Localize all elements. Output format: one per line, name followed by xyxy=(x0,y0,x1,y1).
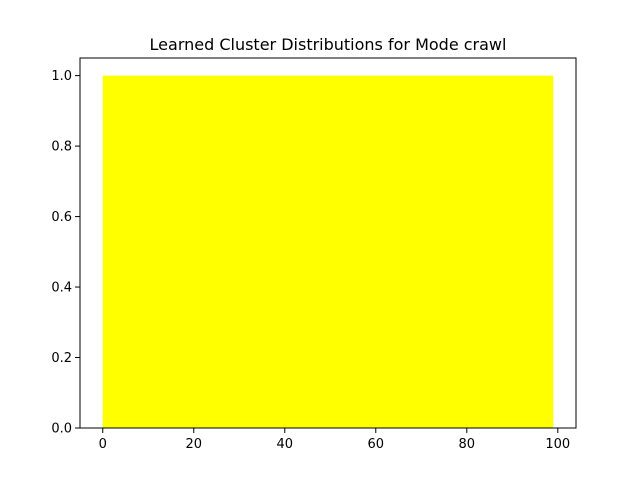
y-tick-label: 0.6 xyxy=(51,210,72,225)
chart-title: Learned Cluster Distributions for Mode c… xyxy=(150,35,507,54)
x-tick-label: 20 xyxy=(185,437,202,452)
axes-frame xyxy=(79,57,577,429)
y-tick-label: 1.0 xyxy=(51,69,72,84)
y-tick-label: 0.8 xyxy=(51,140,72,155)
x-tick-label: 40 xyxy=(276,437,293,452)
y-axis: 0.0 0.2 0.4 0.6 0.8 1.0 xyxy=(51,69,80,437)
x-tick-label: 80 xyxy=(459,437,476,452)
plot-area xyxy=(102,75,554,428)
y-tick-label: 0.0 xyxy=(51,422,72,437)
x-tick-label: 100 xyxy=(545,437,570,452)
y-tick-label: 0.2 xyxy=(51,351,72,366)
y-tick-label: 0.4 xyxy=(51,281,72,296)
x-tick-label: 60 xyxy=(368,437,385,452)
x-axis: 0 20 40 60 80 100 xyxy=(99,428,570,452)
x-tick-label: 0 xyxy=(99,437,107,452)
area-series-0 xyxy=(102,75,554,428)
